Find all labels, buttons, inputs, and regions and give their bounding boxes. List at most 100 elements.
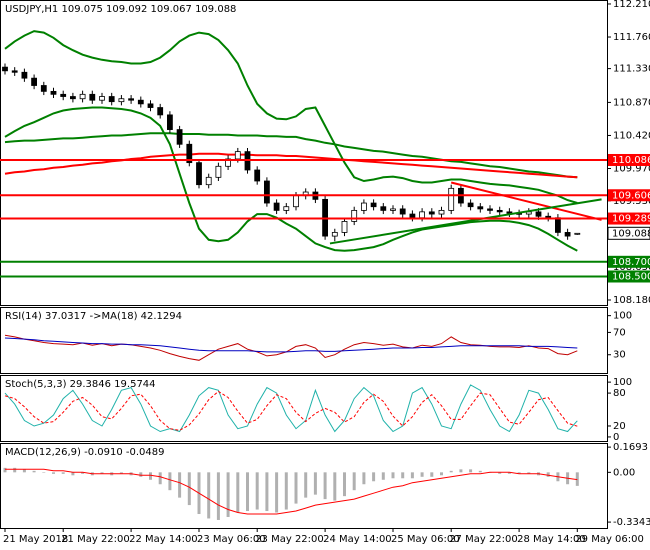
y-tick-label: 70 [613,327,626,338]
histogram-bar [275,472,279,513]
y-tick-label: 80 [613,388,626,399]
candle-body [118,98,125,103]
candle-body [99,96,105,101]
histogram-bar [139,472,143,477]
level-label: 109.289 [612,214,650,225]
candle-body [108,96,115,103]
candle-body [21,71,28,79]
panel-title: USDJPY,H1 109.075 109.092 109.067 109.08… [5,4,236,15]
y-tick-label: 109.530 [613,196,650,207]
candle-body [166,114,173,130]
candle-body [380,206,387,211]
histogram-bar [71,472,75,476]
histogram-bar [527,472,531,474]
histogram-bar [100,472,104,474]
histogram-bar [381,472,385,480]
candle-body [390,208,396,211]
price-box [607,226,650,240]
histogram-bar [246,472,249,512]
candle-body [157,107,164,116]
histogram-bar [410,472,414,479]
histogram-bar [498,472,502,474]
histogram-bar [52,472,55,474]
histogram-bar [546,472,550,477]
candle-body [186,143,193,164]
histogram-bar [22,469,26,473]
panel-frame [0,0,608,306]
histogram-bar [187,472,191,506]
panel-title: RSI(14) 37.0317 ->MA(18) 42.1294 [5,311,182,322]
histogram-bar [236,472,240,513]
candle-body [60,93,67,97]
histogram-bar [304,472,308,498]
overlay-line [4,152,578,179]
y-tick-label: 110.420 [613,130,650,141]
candle-body [574,232,581,235]
candle-body [70,96,76,100]
level-label: 108.700 [612,257,650,268]
candle-body [31,77,38,86]
histogram-bar [42,472,46,473]
histogram-bar [391,472,395,479]
candle-body [535,211,542,217]
trendline [450,181,602,221]
y-tick-label: 100 [613,311,632,322]
indicator-line [4,337,578,353]
candle-body [438,209,445,215]
candle-body [263,180,270,204]
candle-body [89,93,96,101]
y-tick-label: 100 [613,377,632,388]
indicator-line [4,390,578,431]
level-label: 108.500 [612,271,650,282]
y-tick-label: 0.00 [613,467,635,478]
y-tick-label: 30 [613,350,626,361]
histogram-bar [13,467,17,473]
histogram-bar [255,472,259,510]
candle-body [176,129,183,145]
y-tick-label: 111.760 [613,32,650,43]
histogram-bar [449,470,453,473]
candle-body [225,158,232,167]
overlay-line [4,30,578,204]
y-tick-label: -0.3343 [613,517,650,528]
histogram-bar [32,470,36,473]
candle-body [2,66,8,72]
y-tick-label: 111.330 [613,64,650,75]
candle-body [341,221,348,233]
x-tick-label: 22 May 14:00 [129,534,198,545]
candle-body [293,195,299,208]
candle-body [545,215,552,219]
y-tick-label: 0 [613,432,619,443]
histogram-bar [119,472,123,474]
candle-body [196,162,202,186]
panel-frame [0,443,608,529]
y-tick-label: 109.970 [613,164,650,175]
level-label: 110.086 [612,155,650,166]
x-tick-label: 21 May 2018 [3,534,68,545]
candle-body [448,187,455,211]
histogram-bar [226,472,230,517]
candle-body [128,98,135,101]
indicator-line [4,334,578,361]
histogram-bar [284,472,288,510]
histogram-bar [265,472,269,512]
histogram-bar [61,472,65,474]
x-tick-label: 27 May 22:00 [449,534,518,545]
level-label-box [608,212,650,225]
histogram-bar [440,472,443,476]
histogram-bar [294,472,298,504]
panel-frame [0,375,608,442]
histogram-bar [420,472,424,477]
histogram-bar [149,472,152,480]
histogram-bar [3,467,7,473]
candle-body [419,211,426,219]
candle-body [254,169,261,182]
current-price: 109.088 [612,228,650,239]
candle-body [351,209,358,222]
candle-body [50,90,57,95]
candle-body [147,103,154,108]
indicator-line [4,384,578,433]
x-tick-label: 23 May 06:00 [197,534,266,545]
candle-body [331,232,338,237]
